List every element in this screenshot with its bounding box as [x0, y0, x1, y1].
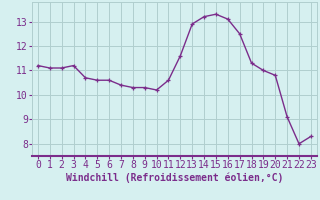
X-axis label: Windchill (Refroidissement éolien,°C): Windchill (Refroidissement éolien,°C) — [66, 173, 283, 183]
